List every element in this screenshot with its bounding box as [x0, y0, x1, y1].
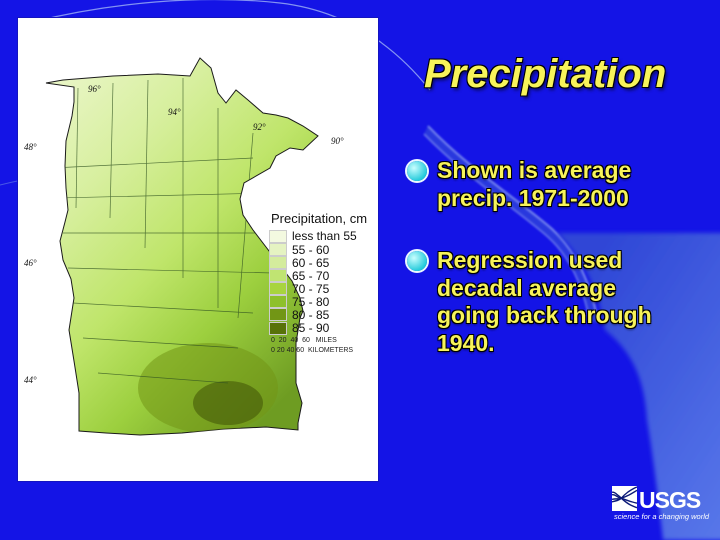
svg-text:USGS: USGS: [639, 487, 701, 513]
svg-text:science for a changing world: science for a changing world: [614, 512, 710, 521]
